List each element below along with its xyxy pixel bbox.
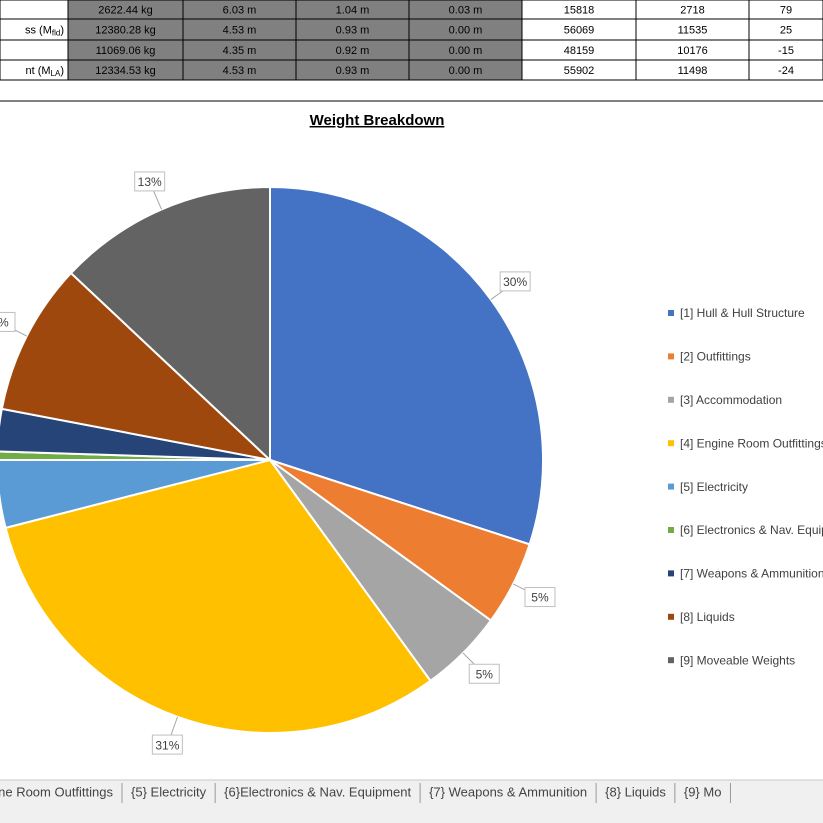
table-value: 25 bbox=[780, 24, 792, 36]
pie-slice bbox=[4, 458, 432, 734]
legend-label: [5] Electricity bbox=[680, 480, 748, 494]
table-cell bbox=[748, 59, 823, 81]
data-label: 31% bbox=[155, 738, 179, 752]
table-cell bbox=[0, 39, 69, 61]
legend-swatch bbox=[668, 570, 674, 577]
table-value: 0.93 m bbox=[336, 24, 370, 36]
table-value: 4.53 m bbox=[223, 24, 257, 36]
legend-label: [8] Liquids bbox=[680, 610, 735, 624]
sheet-tab[interactable]: {9} Mo bbox=[684, 784, 722, 799]
data-label: 30% bbox=[503, 275, 527, 289]
row-label: ss (Mfld) bbox=[25, 24, 64, 37]
data-label-box bbox=[0, 311, 16, 332]
row-label-sub: LA bbox=[51, 69, 61, 78]
table-value: 56069 bbox=[564, 24, 595, 36]
legend-label: [6] Electronics & Nav. Equipment bbox=[680, 523, 823, 537]
table-value: 12334.53 kg bbox=[95, 65, 156, 77]
table-value: 0.00 m bbox=[449, 65, 483, 77]
table-value: 15818 bbox=[564, 4, 595, 16]
table-value: 11535 bbox=[678, 24, 708, 36]
data-label-box bbox=[151, 734, 183, 755]
sheet-tab[interactable]: {7} Weapons & Ammunition bbox=[429, 784, 587, 799]
table-value: 10176 bbox=[677, 45, 708, 57]
data-label: 5% bbox=[531, 591, 549, 605]
row-label-tail: ) bbox=[60, 65, 64, 77]
row-label-sub: fld bbox=[52, 29, 60, 38]
legend-swatch bbox=[668, 657, 674, 664]
table-value: 1.04 m bbox=[336, 4, 370, 16]
table-value: 55902 bbox=[564, 65, 595, 77]
legend-label: [1] Hull & Hull Structure bbox=[680, 306, 805, 320]
row-label-text: ss (M bbox=[25, 24, 52, 36]
legend-swatch bbox=[668, 613, 674, 620]
legend-swatch bbox=[668, 440, 674, 447]
legend-label: [9] Moveable Weights bbox=[680, 653, 795, 667]
sheet-tab[interactable]: {5} Electricity bbox=[131, 784, 207, 799]
pie-slice bbox=[269, 185, 544, 546]
row-label-tail: ) bbox=[60, 24, 64, 36]
table-value: -15 bbox=[778, 45, 794, 57]
data-label: 5% bbox=[476, 667, 494, 681]
tab-bar bbox=[0, 780, 823, 823]
table-value: 0.00 m bbox=[449, 45, 483, 57]
table-value: 12380.28 kg bbox=[95, 24, 156, 36]
legend-swatch bbox=[668, 396, 674, 403]
table-value: 79 bbox=[780, 4, 792, 16]
table-value: 0.03 m bbox=[449, 4, 483, 16]
table-value: 11498 bbox=[678, 65, 708, 77]
table-value: 48159 bbox=[564, 45, 595, 57]
pie-slice bbox=[0, 459, 271, 530]
table-value: 0.92 m bbox=[336, 45, 370, 57]
table-cell bbox=[0, 0, 69, 20]
legend-swatch bbox=[668, 353, 674, 360]
sheet-tab[interactable]: {6}Electronics & Nav. Equipment bbox=[224, 784, 411, 799]
data-label-box bbox=[134, 171, 166, 192]
data-label: 13% bbox=[138, 175, 162, 189]
data-label-box bbox=[524, 587, 556, 608]
legend-swatch bbox=[668, 483, 674, 490]
data-label-box bbox=[468, 663, 500, 684]
legend-label: [3] Accommodation bbox=[680, 393, 782, 407]
table-value: 0.00 m bbox=[449, 24, 483, 36]
data-label: 9% bbox=[0, 316, 9, 330]
pie-slice bbox=[0, 271, 274, 462]
legend-swatch bbox=[668, 310, 674, 316]
row-label: nt (MLA) bbox=[25, 65, 64, 78]
table-value: 0.93 m bbox=[336, 65, 370, 77]
chart-title: Weight Breakdown bbox=[310, 112, 445, 129]
data-label-box bbox=[499, 271, 531, 292]
table-value: 4.53 m bbox=[223, 65, 257, 77]
table-value: 6.03 m bbox=[223, 4, 257, 16]
row-label-text: nt (M bbox=[25, 65, 50, 77]
sheet-tab[interactable]: gine Room Outfittings bbox=[0, 784, 114, 799]
sheet-tab[interactable]: {8} Liquids bbox=[605, 784, 666, 799]
legend-label: [7] Weapons & Ammunition bbox=[680, 567, 823, 581]
pie-slice bbox=[69, 185, 271, 463]
legend-label: [4] Engine Room Outfittings bbox=[680, 436, 823, 450]
table-value: 4.35 m bbox=[223, 45, 257, 57]
legend-label: [2] Outfittings bbox=[680, 350, 751, 364]
table-value: -24 bbox=[778, 65, 794, 77]
table-value: 11069.06 kg bbox=[96, 45, 156, 57]
table-value: 2718 bbox=[680, 4, 704, 16]
table-value: 2622.44 kg bbox=[98, 4, 152, 16]
legend-swatch bbox=[668, 527, 674, 533]
